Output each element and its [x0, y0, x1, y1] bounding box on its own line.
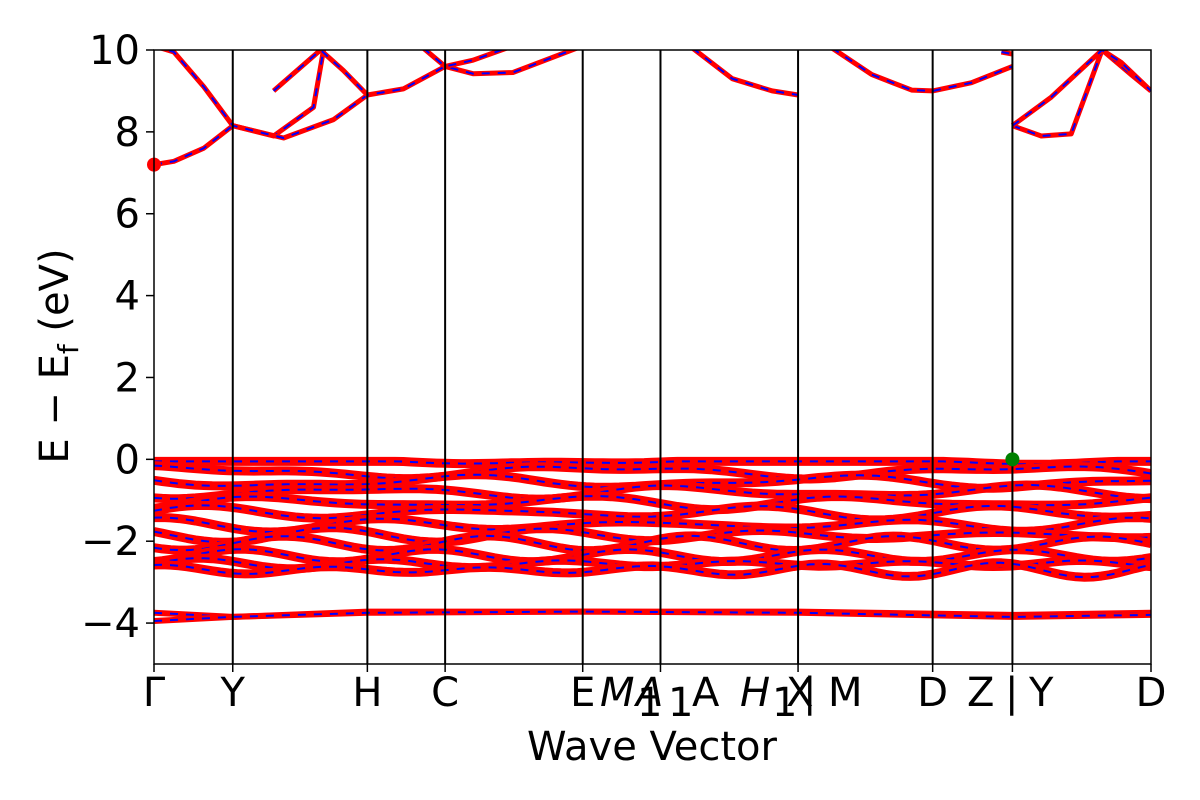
x-tick-label-x: X	[786, 670, 813, 716]
y-tick-label: 4	[115, 274, 140, 320]
x-tick-label-bar1: |	[803, 670, 816, 716]
vbm-marker	[1005, 452, 1020, 467]
x-tick-label-y2: Y	[1028, 670, 1054, 716]
valence-band-12-spin-down	[154, 561, 1151, 579]
x-tick-label-a1-sub: 1	[668, 680, 693, 726]
y-tick-label: −2	[81, 519, 140, 565]
y-axis-label-main: E − E	[32, 354, 78, 464]
conduction-band-1-spin-down	[154, 50, 325, 166]
x-tick-label-bar2: |	[1005, 670, 1018, 716]
y-tick-label: 6	[115, 192, 140, 238]
conduction-band-4-spin-up	[421, 50, 509, 69]
conduction-band-6-spin-down	[833, 50, 1013, 92]
conduction-band-2-spin-down	[163, 50, 575, 139]
x-tick-label: H	[352, 670, 382, 716]
x-tick-label-z: Z	[967, 670, 994, 716]
y-tick-label: 0	[115, 437, 140, 483]
x-tick-label-m1-sub: 1	[637, 680, 662, 726]
kpoint-lines	[231, 50, 1014, 664]
y-tick-label: 8	[115, 110, 140, 156]
valence-band-4-spin-down	[154, 484, 1151, 501]
x-tick-label-d2: D	[1136, 670, 1167, 716]
y-tick-label: 2	[115, 355, 140, 401]
x-tick-label-a1: A	[633, 670, 663, 716]
valence-band-1-spin-down	[154, 460, 1151, 466]
y-axis-label-unit: (eV)	[32, 248, 78, 344]
y-axis-ticks: −4 −2 0 2 4 6 8 10	[81, 28, 154, 647]
x-tick-label-m1: M	[600, 670, 635, 716]
valence-band-6-spin-down	[154, 504, 1151, 521]
x-tick-label-a: A	[692, 670, 720, 716]
x-tick-label-h1: H	[740, 670, 770, 716]
x-tick-label-d1: D	[917, 670, 948, 716]
y-tick-label: 10	[89, 28, 140, 74]
x-axis-label: Wave Vector	[527, 724, 778, 770]
y-axis-label: E − Ef (eV)	[32, 248, 85, 463]
y-axis-label-subscript: f	[52, 343, 85, 354]
conduction-band-3-spin-up	[271, 50, 370, 97]
axes-frame	[153, 49, 1152, 665]
x-tick-label: Y	[220, 670, 246, 716]
x-axis-ticks: Γ Y H C E M 1A 1A H 1X| M D Z | Y D	[143, 664, 1167, 726]
conduction-band-9-spin-down	[1011, 50, 1151, 127]
x-tick-label-m: M	[828, 670, 863, 716]
conduction-band-7-spin-down	[1001, 51, 1013, 56]
valence-band-9-spin-down	[154, 534, 1151, 552]
x-tick-label: E	[570, 670, 595, 716]
valence-band-10-spin-down	[154, 548, 1151, 563]
conduction-band-5-spin-down	[693, 50, 799, 96]
plot-frame	[153, 49, 1152, 665]
valence-band-2-spin-down	[154, 464, 1151, 480]
y-tick-label: −4	[81, 601, 140, 647]
x-tick-label: Γ	[143, 670, 166, 716]
x-tick-label: C	[431, 670, 459, 716]
x-tick-label-h1-sub: 1	[772, 680, 797, 726]
